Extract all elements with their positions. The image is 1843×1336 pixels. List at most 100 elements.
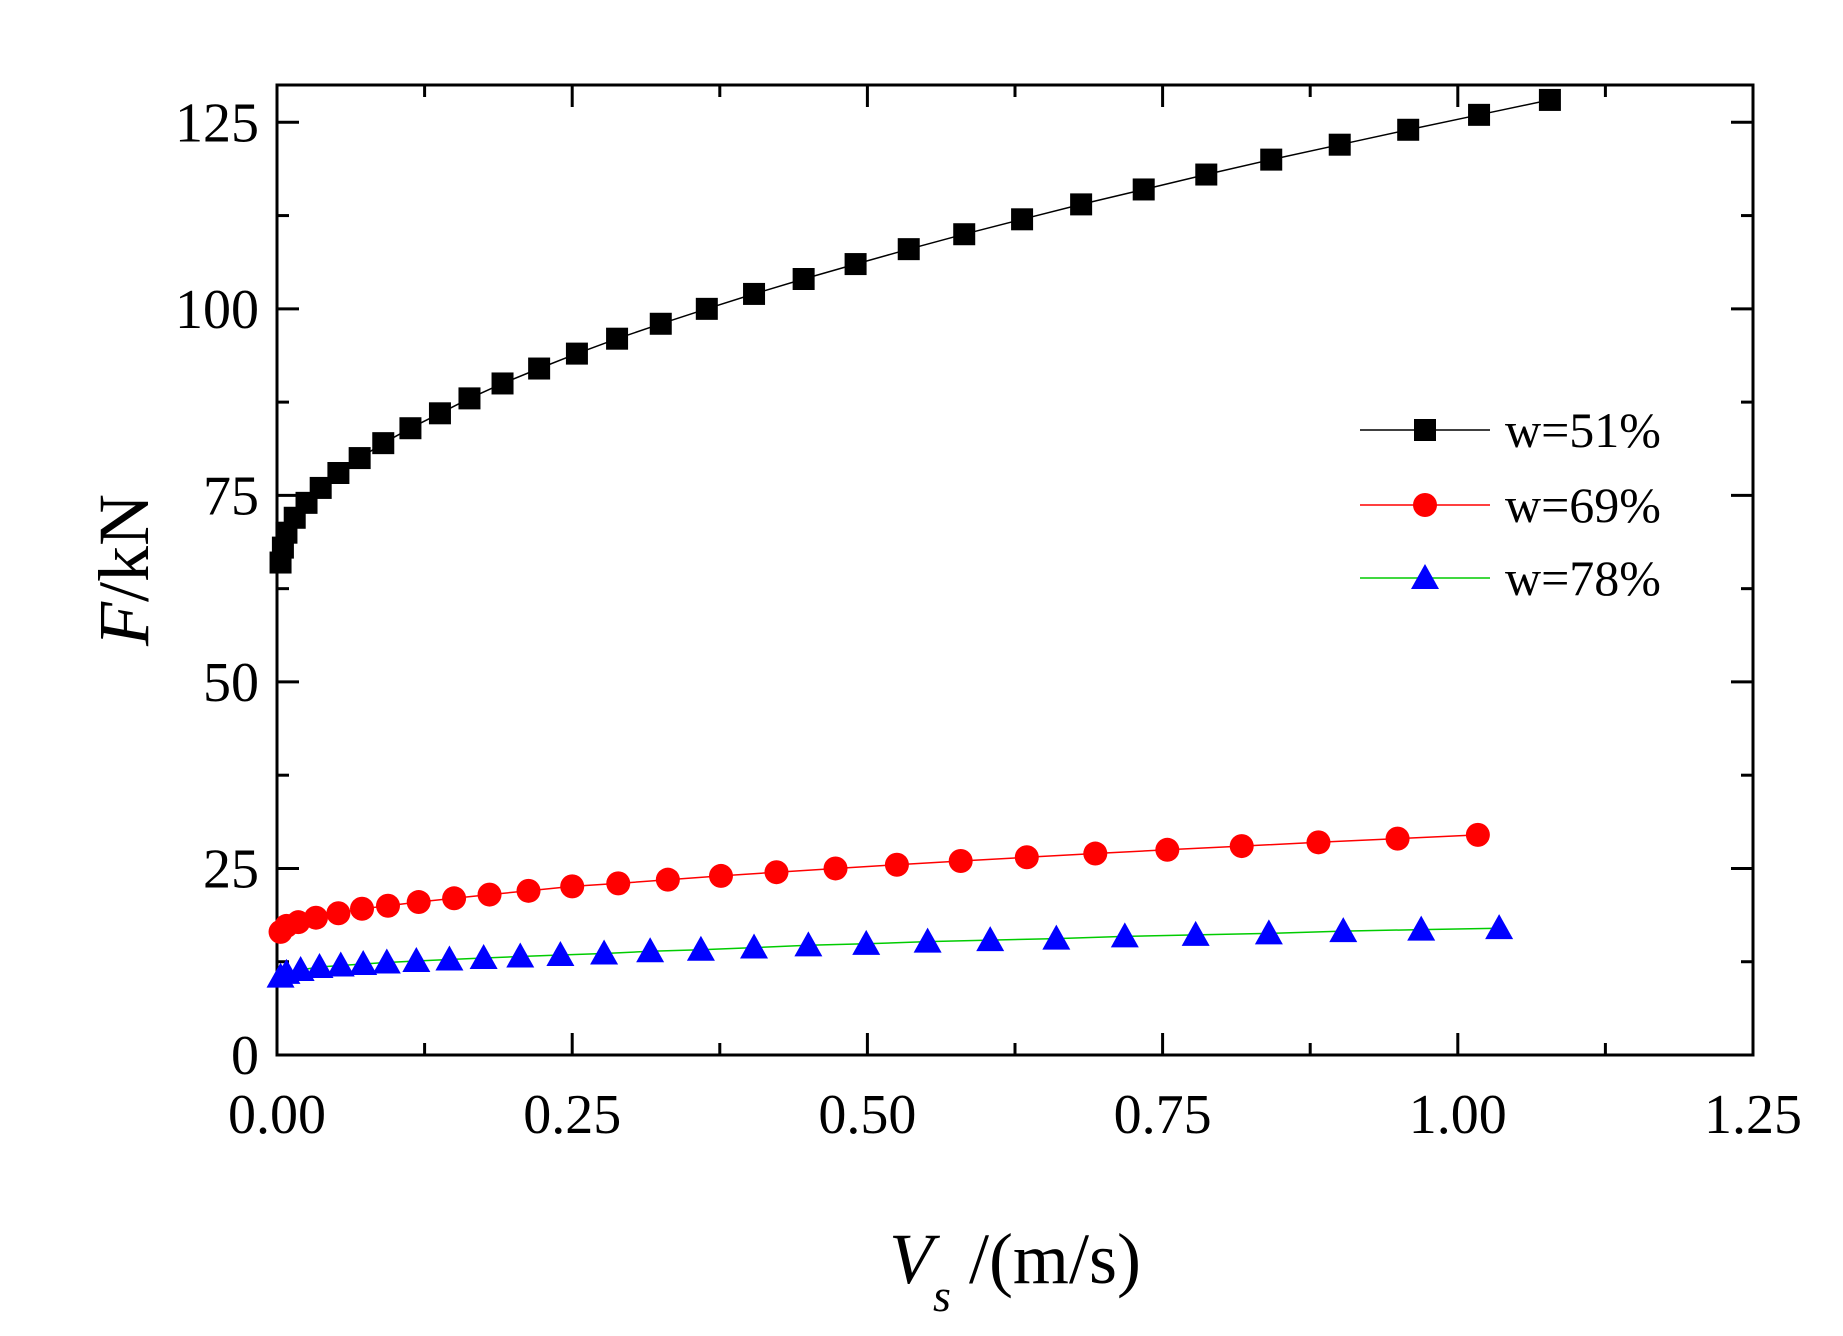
data-point (560, 874, 585, 899)
data-point (695, 297, 718, 320)
x-axis-title: Vs /(m/s) (889, 1219, 1141, 1321)
data-point (477, 882, 502, 907)
data-point (649, 312, 672, 335)
data-point (1306, 830, 1331, 855)
series-line-1 (279, 99, 1551, 563)
data-point (406, 890, 431, 915)
data-point (305, 952, 334, 978)
data-point (606, 871, 631, 896)
data-point (442, 886, 467, 911)
legend-label-2: w=69% (1505, 477, 1661, 533)
data-point (686, 935, 715, 961)
data-point (326, 901, 351, 926)
data-point (823, 856, 848, 881)
data-point (303, 905, 328, 930)
legend-label-3: w=78% (1505, 550, 1661, 606)
data-point (1070, 193, 1093, 216)
data-point (1407, 915, 1436, 941)
data-point (1014, 845, 1039, 870)
data-point (546, 941, 575, 967)
data-point (792, 268, 815, 290)
data-point (743, 282, 766, 305)
x-tick-label: 0.00 (228, 1084, 326, 1146)
x-tick-label: 1.25 (1704, 1084, 1802, 1146)
data-point (327, 462, 350, 484)
data-point (402, 946, 431, 972)
series-line-2 (279, 834, 1478, 933)
data-point (948, 849, 973, 873)
data-point (458, 387, 481, 410)
data-point (1195, 163, 1218, 186)
data-point (1110, 922, 1139, 948)
legend-marker-2 (1413, 493, 1437, 517)
data-point (372, 948, 401, 974)
data-point (1328, 133, 1351, 156)
data-point (1468, 103, 1491, 126)
data-point (852, 929, 881, 955)
data-point (1397, 118, 1420, 141)
data-point (1042, 924, 1071, 950)
data-point (1385, 826, 1410, 851)
axis-tick-labels: 0.00 0.25 0.50 0.75 1.00 1.25 0 25 50 75 100 125 (175, 92, 1802, 1146)
x-tick-label: 0.50 (818, 1084, 916, 1146)
data-point (655, 867, 680, 892)
data-point (1083, 841, 1108, 866)
y-tick-label: 125 (175, 92, 259, 154)
data-point (636, 937, 665, 963)
data-point (976, 926, 1005, 952)
data-point (1260, 148, 1283, 171)
legend-marker-1 (1414, 419, 1436, 441)
data-point (399, 417, 422, 440)
data-point (764, 860, 789, 885)
data-point (348, 447, 371, 470)
x-tick-label: 0.25 (523, 1084, 621, 1146)
data-point (1329, 917, 1358, 943)
data-point (740, 933, 769, 959)
data-point (1254, 919, 1283, 945)
data-point (1538, 88, 1561, 111)
data-point (528, 357, 551, 380)
y-tick-label: 50 (203, 652, 259, 714)
y-tick-label: 25 (203, 838, 259, 900)
data-point (506, 942, 535, 968)
data-point (349, 949, 378, 975)
data-point (469, 944, 498, 969)
data-point (606, 327, 629, 350)
x-tick-label: 1.00 (1409, 1084, 1507, 1146)
data-point (708, 863, 733, 888)
data-point (435, 945, 464, 971)
data-point (428, 402, 451, 425)
data-point (590, 939, 619, 965)
data-point (1011, 208, 1034, 231)
y-tick-label: 0 (231, 1025, 259, 1087)
series-line-3 (280, 927, 1500, 978)
data-point (884, 852, 909, 877)
data-point (913, 927, 942, 953)
data-point (1229, 834, 1254, 859)
legend-label-1: w=51% (1505, 402, 1661, 458)
data-point (1465, 822, 1490, 847)
data-point (565, 342, 588, 365)
series-lines (279, 99, 1551, 978)
data-point (375, 893, 400, 918)
y-tick-label: 100 (175, 279, 259, 341)
data-point (844, 253, 867, 276)
legend-marker-3 (1411, 564, 1439, 589)
data-point (350, 896, 375, 921)
data-point (1181, 920, 1210, 946)
data-point (1485, 914, 1514, 940)
data-point (326, 951, 355, 977)
data-point (794, 931, 823, 957)
axis-ticks (275, 85, 1755, 1057)
data-point (516, 878, 541, 903)
data-point (953, 223, 976, 246)
y-tick-label: 75 (203, 465, 259, 527)
data-point (1132, 178, 1155, 201)
data-point (1155, 837, 1180, 862)
data-point (491, 372, 514, 395)
data-point (372, 432, 395, 455)
y-axis-title: F/kN (84, 494, 164, 647)
legend: w=51% w=69% w=78% (1360, 402, 1661, 606)
data-point (897, 238, 920, 261)
